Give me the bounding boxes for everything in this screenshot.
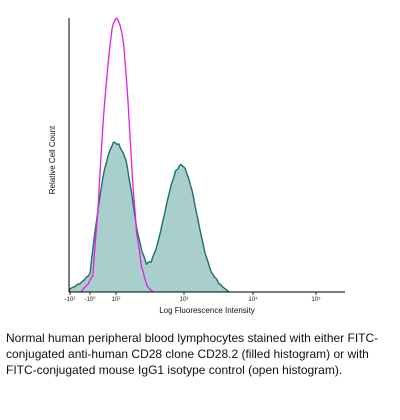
x-tick-label: 10³	[180, 297, 189, 303]
x-axis-label: Log Fluorescence Intensity	[159, 306, 255, 315]
filled-histogram-outline	[68, 141, 230, 293]
plot-area: -10¹ -10⁰ 10² 10³ 10⁴ 10⁵	[65, 17, 345, 303]
figure-caption: Normal human peripheral blood lymphocyte…	[6, 331, 379, 377]
x-tick-label: -10⁰	[84, 296, 96, 303]
open-histogram-line	[80, 17, 154, 293]
x-tick-label: 10⁵	[311, 296, 321, 303]
x-tick-label: 10⁴	[248, 296, 258, 303]
x-tick-label: -10¹	[65, 297, 76, 303]
series-layer	[68, 17, 230, 293]
y-axis-label: Relative Cell Count	[48, 125, 57, 194]
filled-histogram-area	[69, 142, 230, 292]
tick-layer: -10¹ -10⁰ 10² 10³ 10⁴ 10⁵	[65, 292, 321, 303]
x-tick-label: 10²	[112, 297, 121, 303]
